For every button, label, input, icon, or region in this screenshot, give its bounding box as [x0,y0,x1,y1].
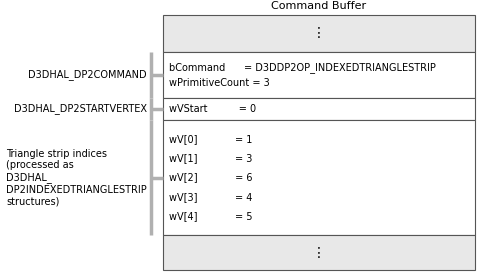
Text: Triangle strip indices
(processed as
D3DHAL_
DP2INDEXEDTRIANGLESTRIP
structures): Triangle strip indices (processed as D3D… [6,149,147,206]
Text: wV[0]            = 1: wV[0] = 1 [169,134,253,144]
Bar [163,52,475,98]
Bar [163,15,475,52]
Text: wVStart          = 0: wVStart = 0 [169,104,256,114]
Text: wV[2]            = 6: wV[2] = 6 [169,173,253,182]
Bar [163,120,475,235]
Text: wV[4]            = 5: wV[4] = 5 [169,211,253,221]
Text: Command Buffer: Command Buffer [271,1,367,11]
Text: D3DHAL_DP2STARTVERTEX: D3DHAL_DP2STARTVERTEX [14,104,147,115]
Text: wPrimitiveCount = 3: wPrimitiveCount = 3 [169,78,270,88]
Bar [163,98,475,120]
Text: bCommand      = D3DDP2OP_INDEXEDTRIANGLESTRIP: bCommand = D3DDP2OP_INDEXEDTRIANGLESTRIP [169,62,436,73]
Text: wV[1]            = 3: wV[1] = 3 [169,153,253,163]
Bar [163,235,475,270]
Text: D3DHAL_DP2COMMAND: D3DHAL_DP2COMMAND [28,70,147,81]
Text: wV[3]            = 4: wV[3] = 4 [169,192,253,202]
Text: ⋮: ⋮ [312,27,326,41]
Text: ⋮: ⋮ [312,246,326,259]
